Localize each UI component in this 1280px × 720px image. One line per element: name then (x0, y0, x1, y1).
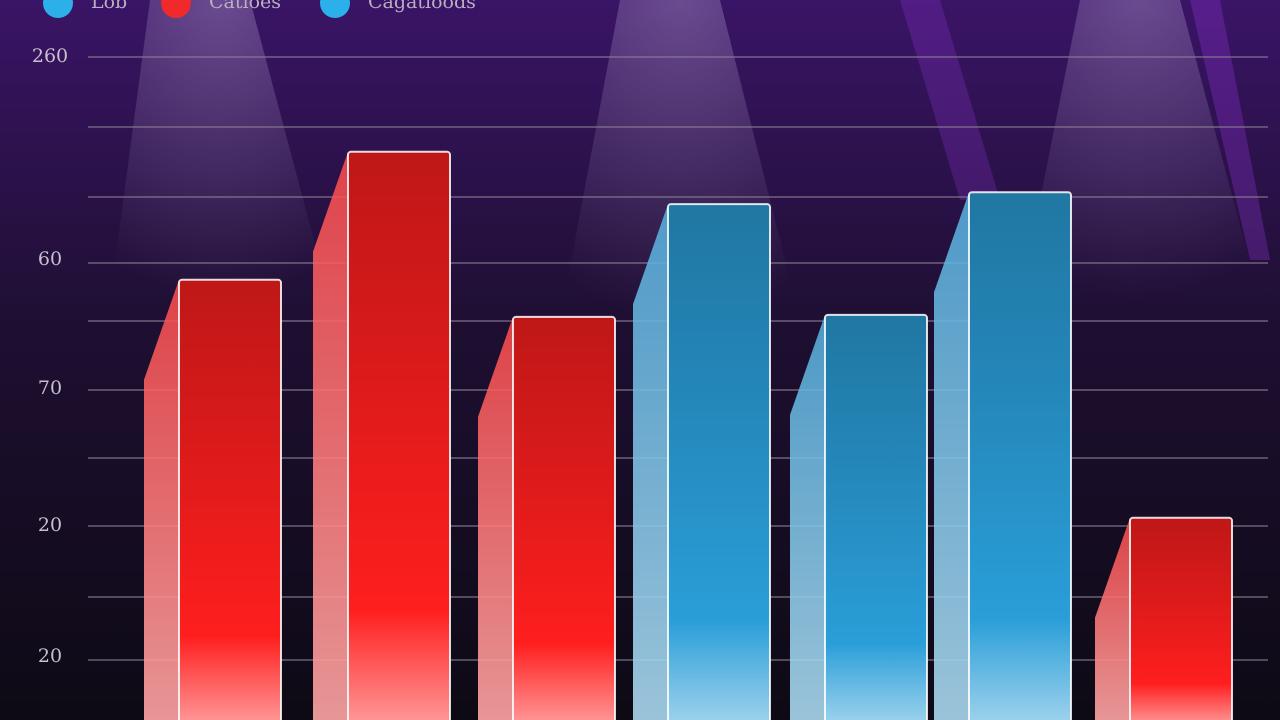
y-axis-label: 20 (38, 514, 62, 536)
bar-side (1095, 517, 1130, 720)
bar (512, 315, 616, 720)
axis-labels: 260 60 70 20 20 (32, 45, 68, 667)
bar-side (313, 151, 348, 720)
legend-marker (320, 0, 350, 18)
bar (347, 150, 451, 720)
y-axis-label: 20 (38, 645, 62, 667)
bar-side (790, 314, 825, 720)
bar (968, 191, 1072, 720)
legend-marker (43, 0, 73, 18)
legend-label: Cagatioods (368, 0, 476, 13)
bars (144, 150, 1233, 720)
bar-side (633, 204, 668, 720)
bar (667, 203, 771, 720)
legend: Lob Catioes Cagatioods (43, 0, 476, 18)
bar-side (478, 316, 513, 720)
bar (1129, 516, 1233, 720)
bar-side (144, 279, 179, 720)
y-axis-label: 60 (38, 248, 62, 270)
legend-label: Catioes (209, 0, 281, 13)
y-axis-label: 70 (38, 377, 62, 399)
legend-label: Lob (91, 0, 127, 13)
y-axis-label: 260 (32, 45, 68, 67)
legend-marker (161, 0, 191, 18)
bar (824, 313, 928, 720)
bar-side (934, 192, 969, 720)
bar (178, 278, 282, 720)
